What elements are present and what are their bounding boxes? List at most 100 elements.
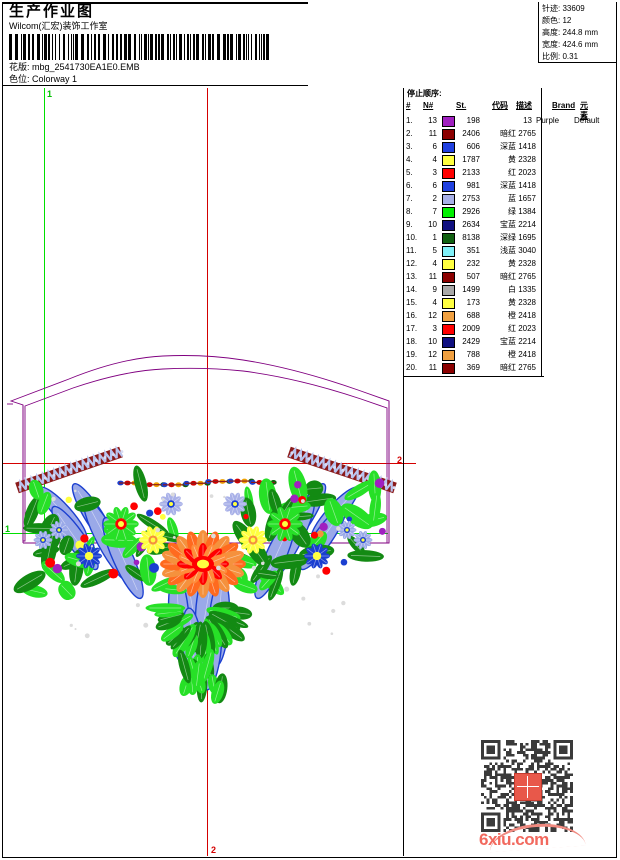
row-color-code: 红 2023: [507, 168, 536, 177]
info-box-left-rule: [538, 2, 539, 62]
color-count-row: 颜色: 12: [542, 16, 571, 26]
height-value: 244.8 mm: [562, 28, 599, 37]
row-color-code: 暗红 2765: [499, 129, 536, 138]
guide-label-right: 2: [397, 455, 403, 465]
table-column-header-1: N#: [423, 101, 434, 110]
row-needle-number: 4: [432, 298, 437, 307]
table-row: 16. 12 688 橙 2418: [404, 309, 544, 322]
header-block: 生产作业图 Wilcom(汇宏)装饰工作室 花版: mbg_2541730EA1…: [3, 2, 308, 86]
guide-label-left: 1: [5, 524, 11, 534]
guide-line-horizontal-green: [3, 533, 388, 534]
row-color-code: 暗红 2765: [499, 272, 536, 281]
stitch-count-row: 针迹: 33609: [542, 4, 585, 14]
embroidery-design: [7, 355, 397, 704]
design-info-box: 针迹: 33609 颜色: 12 高度: 244.8 mm 宽度: 424.6 …: [538, 2, 616, 63]
row-needle-number: 12: [428, 350, 437, 359]
color-count-value: 12: [562, 16, 572, 25]
header-bottom-rule: [3, 85, 308, 86]
row-index: 18.: [406, 337, 418, 346]
row-needle-number: 7: [432, 207, 437, 216]
guide-line-vertical-green: [44, 88, 45, 535]
table-row: 4. 4 1787 黄 2328: [404, 153, 544, 166]
row-needle-number: 9: [432, 285, 437, 294]
column-divider: [403, 88, 404, 856]
row-stitch-count: 507: [466, 272, 480, 281]
row-needle-number: 11: [428, 272, 437, 281]
row-index: 7.: [406, 194, 413, 203]
row-needle-number: 10: [428, 337, 437, 346]
table-row: 7. 2 2753 蓝 1657: [404, 192, 544, 205]
color-swatch: [442, 259, 455, 270]
row-stitch-count: 2926: [462, 207, 480, 216]
stitch-count-value: 33609: [562, 4, 585, 13]
row-color-code: 黄 2328: [507, 259, 536, 268]
color-swatch: [442, 350, 455, 361]
row-needle-number: 4: [432, 155, 437, 164]
height-row: 高度: 244.8 mm: [542, 28, 598, 38]
color-swatch: [442, 233, 455, 244]
row-index: 5.: [406, 168, 413, 177]
row-index: 15.: [406, 298, 418, 307]
row-color-code: 深蓝 1418: [499, 181, 536, 190]
table-row: 1. 13 198 13 Purple Default: [404, 114, 599, 127]
row-stitch-count: 198: [466, 116, 480, 125]
table-row: 10. 1 8138 深绿 1695: [404, 231, 544, 244]
width-row: 宽度: 424.6 mm: [542, 40, 598, 50]
color-swatch: [442, 272, 455, 283]
row-stitch-count: 1787: [462, 155, 480, 164]
color-swatch: [442, 116, 455, 127]
color-count-label: 颜色:: [542, 16, 561, 25]
row-index: 8.: [406, 207, 413, 216]
row-needle-number: 5: [432, 246, 437, 255]
row-stitch-count: 688: [466, 311, 480, 320]
row-stitch-count: 173: [466, 298, 480, 307]
row-color-code: 13: [523, 116, 532, 125]
table-row: 14. 9 1499 白 1335: [404, 283, 544, 296]
color-swatch: [442, 246, 455, 257]
table-column-header-2: St.: [456, 101, 467, 110]
table-row: 8. 7 2926 绿 1384: [404, 205, 544, 218]
row-needle-number: 11: [428, 129, 437, 138]
table-title: 停止顺序:: [407, 89, 442, 98]
table-column-header-5: Brand: [552, 101, 576, 110]
row-brand: Default: [574, 116, 600, 125]
stitch-count-label: 针迹:: [542, 4, 561, 13]
row-color-code: 绿 1384: [507, 207, 536, 216]
design-file-label: 花版:: [9, 62, 30, 72]
watermark: 6xiu.com: [477, 820, 587, 853]
row-needle-number: 6: [432, 181, 437, 190]
page-border-left: [2, 2, 3, 858]
table-row: 9. 10 2634 宝蓝 2214: [404, 218, 544, 231]
row-index: 14.: [406, 285, 418, 294]
color-swatch: [442, 298, 455, 309]
color-swatch: [442, 168, 455, 179]
row-needle-number: 10: [428, 220, 437, 229]
table-row: 2. 11 2406 暗红 2765: [404, 127, 544, 140]
row-stitch-count: 2133: [462, 168, 480, 177]
watermark-text: 6xiu.com: [479, 830, 549, 849]
row-needle-number: 3: [432, 168, 437, 177]
row-color-code: 深蓝 1418: [499, 142, 536, 151]
color-swatch: [442, 142, 455, 153]
header-top-rule: [3, 2, 308, 4]
row-stitch-count: 2009: [462, 324, 480, 333]
color-swatch: [442, 181, 455, 192]
table-row: 6. 6 981 深蓝 1418: [404, 179, 544, 192]
table-column-header-6: 元素: [580, 101, 588, 120]
row-needle-number: 2: [432, 194, 437, 203]
color-swatch: [442, 194, 455, 205]
row-index: 2.: [406, 129, 413, 138]
row-color-code: 白 1335: [507, 285, 536, 294]
colorway-label: 色位:: [9, 74, 30, 84]
color-swatch: [442, 207, 455, 218]
qr-code-block: [481, 740, 573, 832]
row-stitch-count: 1499: [462, 285, 480, 294]
page-border-right: [616, 2, 617, 858]
table-bottom-rule: [404, 376, 544, 377]
scale-value: 0.31: [562, 52, 579, 61]
row-index: 17.: [406, 324, 418, 333]
scale-label: 比例:: [542, 52, 561, 61]
barcode: [9, 34, 271, 60]
row-index: 10.: [406, 233, 418, 242]
row-stitch-count: 369: [466, 363, 480, 372]
